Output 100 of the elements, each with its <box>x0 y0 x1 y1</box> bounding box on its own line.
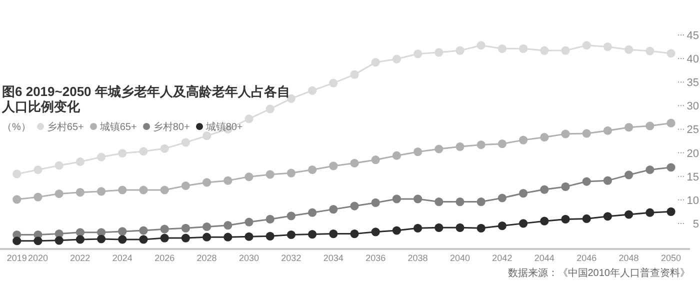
point <box>392 54 401 64</box>
point <box>308 86 317 95</box>
point <box>118 186 127 194</box>
point <box>34 236 42 246</box>
point <box>286 212 296 220</box>
point <box>308 208 317 217</box>
point <box>12 236 22 246</box>
point <box>624 170 634 180</box>
point <box>286 168 296 178</box>
point <box>498 222 506 230</box>
point <box>434 223 444 232</box>
point <box>603 212 612 221</box>
point <box>160 234 169 242</box>
point <box>476 140 486 150</box>
point <box>603 176 612 185</box>
legend-label: 乡村65+ <box>46 122 84 133</box>
point <box>244 172 254 182</box>
x-tick-label: 2026 <box>154 253 175 263</box>
point <box>329 205 338 214</box>
point <box>371 156 380 164</box>
point <box>392 226 401 235</box>
point <box>34 165 42 174</box>
point <box>181 181 190 190</box>
point <box>202 222 212 232</box>
point <box>244 114 254 124</box>
point <box>498 194 506 202</box>
point <box>519 44 528 53</box>
x-tick-label: 2030 <box>238 253 260 263</box>
point <box>603 126 612 135</box>
point <box>160 186 169 194</box>
x-tick-label: 2036 <box>366 253 386 263</box>
point <box>624 45 634 54</box>
point <box>96 152 106 162</box>
point <box>266 170 274 179</box>
x-tick-label: 2028 <box>196 253 217 263</box>
point <box>139 186 148 194</box>
x-tick-label: 2048 <box>618 253 639 263</box>
y-axis-title: （%） <box>2 122 31 133</box>
point <box>414 224 422 232</box>
point <box>519 188 528 198</box>
point <box>646 165 654 174</box>
point <box>540 185 549 194</box>
point <box>561 182 570 191</box>
legend-label: 城镇80+ <box>206 122 243 133</box>
y-tick-label: 20 <box>686 148 699 160</box>
point <box>350 70 359 79</box>
x-tick-label: 2032 <box>281 253 302 263</box>
point <box>76 235 84 244</box>
point <box>519 219 528 228</box>
point <box>139 147 148 156</box>
point <box>434 144 444 154</box>
y-tick-label: 40 <box>686 54 699 66</box>
point <box>266 232 274 240</box>
x-tick-label: 2050 <box>660 253 682 263</box>
source-note: 数据来源：《中国2010年人口普查资料》 <box>508 266 690 280</box>
point <box>329 78 338 88</box>
point <box>371 58 380 67</box>
point <box>519 136 528 144</box>
point <box>456 46 464 55</box>
point <box>582 41 591 50</box>
point <box>118 148 127 158</box>
point <box>139 226 148 235</box>
point <box>224 232 232 242</box>
point <box>266 214 274 224</box>
point <box>118 227 127 236</box>
y-tick-label: 5 <box>692 218 699 230</box>
point <box>540 132 549 142</box>
point <box>434 48 444 57</box>
point <box>329 162 338 170</box>
point <box>476 197 486 206</box>
point <box>498 44 506 53</box>
point <box>181 224 190 232</box>
point <box>540 216 549 226</box>
point <box>624 123 634 132</box>
y-tick-label: 35 <box>686 77 699 90</box>
point <box>646 46 654 56</box>
x-tick-label: 2024 <box>112 253 132 263</box>
point <box>181 234 190 242</box>
point <box>244 218 254 226</box>
point <box>371 228 380 236</box>
point <box>350 158 359 168</box>
point <box>434 197 444 206</box>
point <box>498 140 506 148</box>
point <box>76 188 84 197</box>
point <box>266 104 274 114</box>
point <box>392 151 401 160</box>
legend-label: 城镇65+ <box>100 122 137 133</box>
x-tick-label: 2044 <box>534 253 554 263</box>
point <box>329 230 338 238</box>
point <box>582 129 591 138</box>
point <box>224 176 232 185</box>
point <box>160 224 169 234</box>
point <box>540 46 549 55</box>
point <box>561 46 570 55</box>
x-tick-label: 2042 <box>492 253 512 263</box>
point <box>476 41 486 50</box>
y-tick-label: 10 <box>686 194 699 207</box>
point <box>646 122 654 130</box>
point <box>76 157 84 166</box>
point <box>561 130 570 138</box>
